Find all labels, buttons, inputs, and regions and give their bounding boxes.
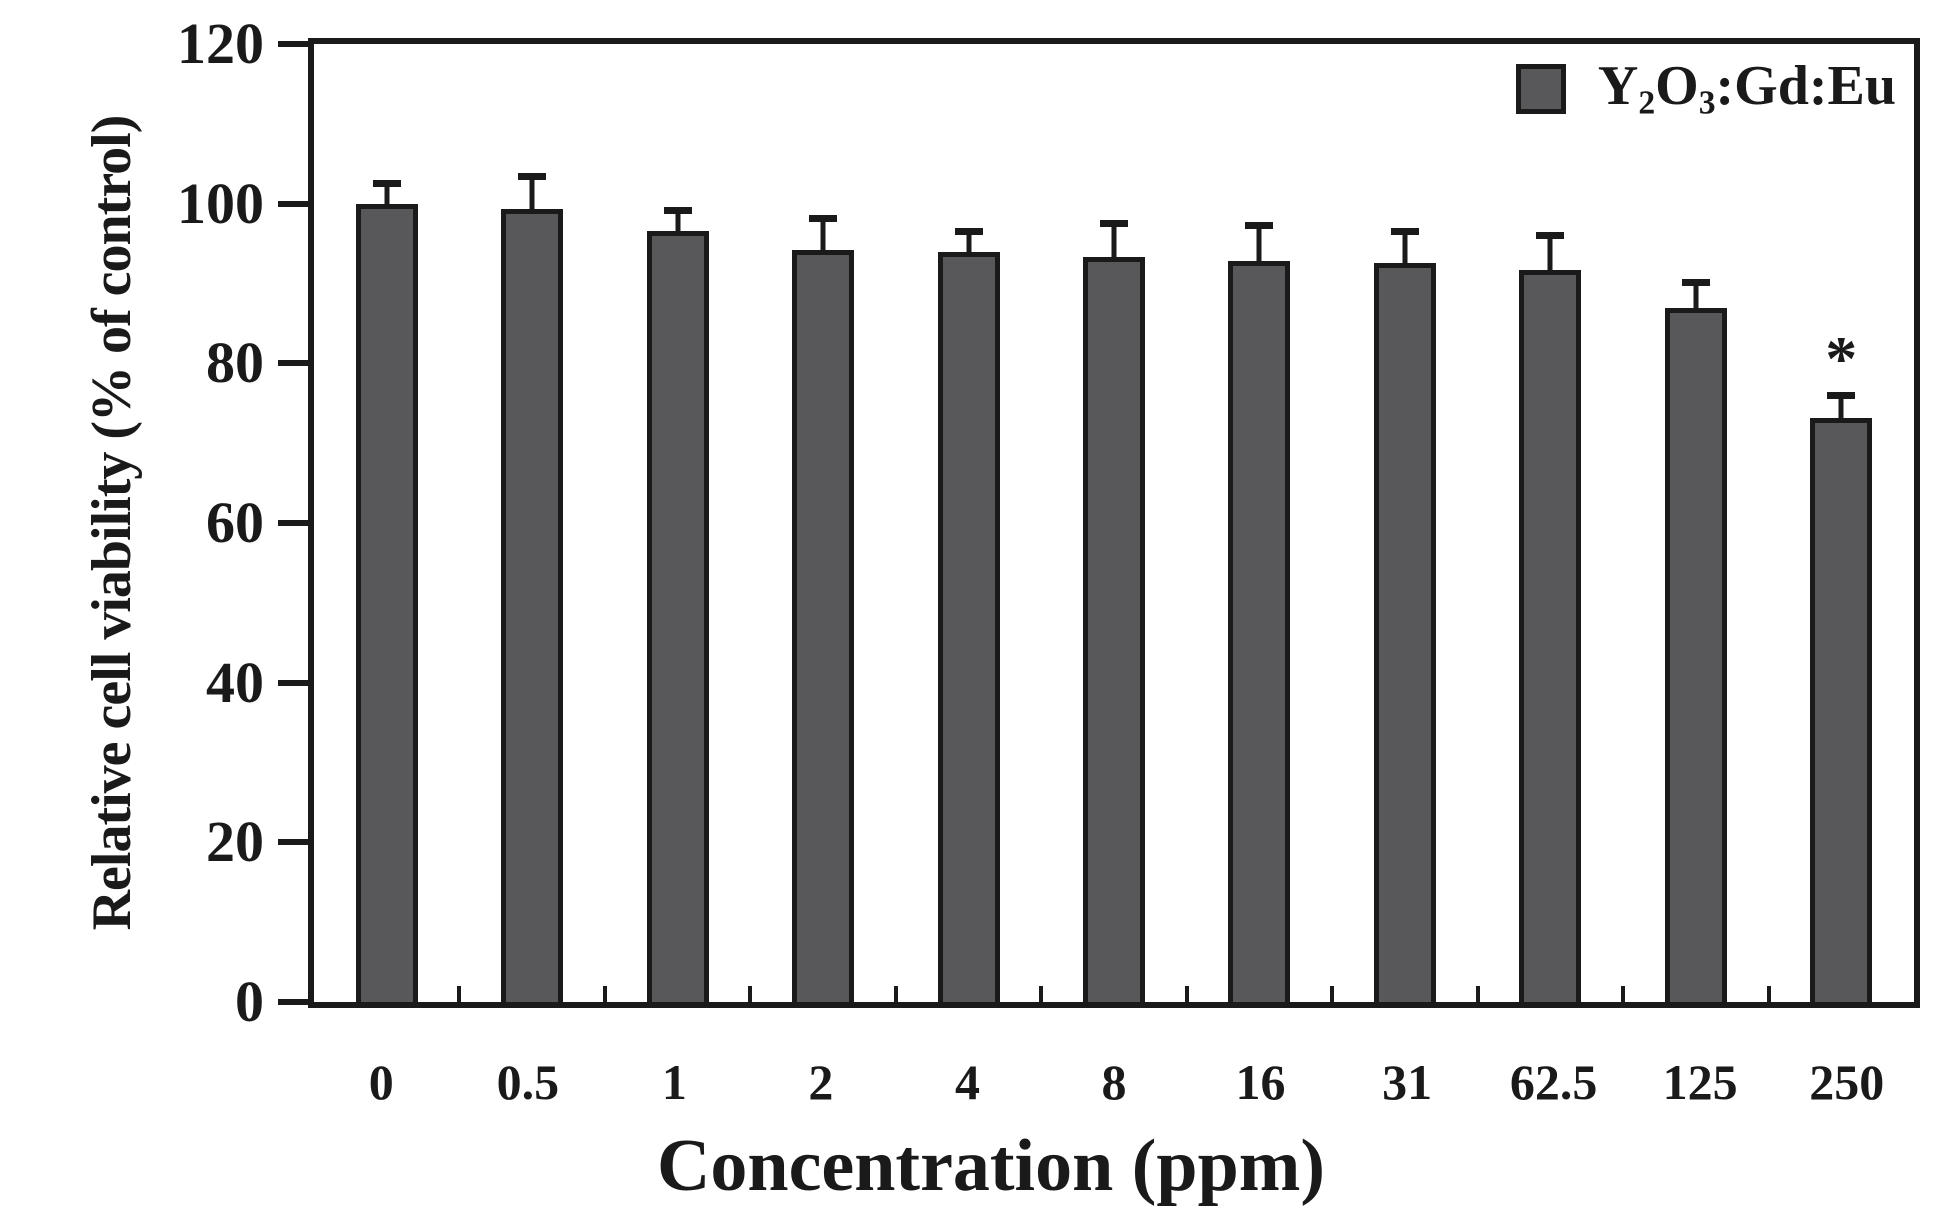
y-tick-label: 40 (206, 649, 264, 715)
y-tick (278, 200, 308, 207)
x-tick-label: 250 (1809, 1054, 1885, 1110)
error-bar-cap (518, 173, 547, 181)
x-tick-label: 0 (368, 1054, 394, 1110)
x-tick-label: 4 (954, 1054, 980, 1110)
x-tick (457, 986, 462, 1002)
error-bar-cap (1681, 278, 1710, 286)
x-axis-title: Concentration (ppm) (656, 1125, 1326, 1207)
bar (1228, 261, 1291, 1002)
bar (501, 209, 564, 1002)
bar-slot-62.5ppm (1478, 44, 1623, 1002)
y-tick (278, 520, 308, 526)
error-bar-stem (384, 180, 390, 204)
error-bar-cap (954, 228, 983, 236)
legend-label-subscript: 3 (1698, 84, 1716, 122)
error-bar-stem (1693, 279, 1699, 309)
legend-swatch (1515, 64, 1566, 114)
bar (792, 249, 855, 1002)
bar-slot-31ppm (1332, 44, 1477, 1002)
bar-slot-8ppm (1041, 44, 1186, 1002)
error-bar-stem (1547, 233, 1553, 270)
bar (355, 203, 418, 1002)
x-tick (748, 986, 753, 1002)
legend-label-text: O (1655, 55, 1699, 117)
x-tick-label: 1 (661, 1054, 687, 1110)
y-tick (278, 360, 308, 367)
error-bar-stem (966, 229, 972, 252)
x-tick-label: 0.5 (496, 1054, 560, 1110)
y-tick-label: 80 (206, 330, 264, 396)
bar (1664, 308, 1727, 1002)
bar-slot-16ppm (1187, 44, 1332, 1002)
x-tick-label: 125 (1662, 1054, 1738, 1110)
x-axis-ticks-layer (314, 44, 1914, 1002)
y-tick-label: 20 (206, 809, 264, 875)
x-tick (1039, 986, 1044, 1002)
x-tick-label: 62.5 (1509, 1054, 1598, 1110)
bar-slot-4ppm (896, 44, 1041, 1002)
y-tick (278, 41, 308, 47)
error-bar-cap (1099, 220, 1128, 228)
bar-slot-1ppm (605, 44, 750, 1002)
x-tick-label: 31 (1382, 1054, 1433, 1110)
error-bar-cap (663, 207, 692, 215)
bar (937, 251, 1000, 1002)
bar (1810, 418, 1873, 1002)
bar (1373, 262, 1436, 1002)
error-bar-stem (529, 174, 535, 210)
error-bar-stem (1838, 392, 1844, 419)
x-tick-label: 8 (1101, 1054, 1127, 1110)
bar-slot-2ppm (750, 44, 895, 1002)
legend: Y2O3:Gd:Eu (1515, 58, 1896, 120)
legend-label: Y2O3:Gd:Eu (1598, 58, 1896, 120)
y-tick (278, 839, 308, 846)
legend-label-subscript: 2 (1638, 84, 1656, 122)
bar (646, 230, 709, 1002)
x-tick (1621, 986, 1626, 1002)
bar-slot-125ppm (1623, 44, 1768, 1002)
y-tick-label: 60 (206, 490, 264, 555)
error-bar-stem (675, 208, 681, 231)
error-bar-stem (820, 215, 826, 250)
x-tick-label: 16 (1235, 1054, 1286, 1110)
bar-slot-0ppm (314, 44, 459, 1002)
error-bar-cap (1536, 232, 1565, 240)
y-axis-ticks-layer: 0 20 40 60 80 100 120 (177, 15, 1914, 1031)
bar (1082, 257, 1145, 1002)
x-axis-labels: 0 0.5 1 2 4 8 16 31 62.5 125 250 (308, 1052, 1920, 1122)
error-bar-cap (372, 179, 401, 187)
y-tick-label: 0 (235, 969, 264, 1034)
x-tick (1184, 986, 1189, 1002)
y-tick-label: 100 (177, 170, 264, 236)
x-tick (893, 986, 898, 1002)
error-bar-cap (1245, 221, 1274, 229)
legend-label-text: :Gd:Eu (1715, 55, 1897, 117)
bar-slot-0.5ppm (459, 44, 604, 1002)
x-tick (1766, 986, 1771, 1002)
bars-layer: * (314, 44, 1914, 1002)
y-tick (278, 679, 308, 686)
error-bar-stem (1111, 221, 1117, 258)
bar-slot-250ppm: * (1769, 44, 1914, 1002)
error-bar-stem (1256, 222, 1262, 262)
error-bar-cap (1390, 228, 1419, 236)
error-bar-cap (1827, 391, 1856, 399)
plot-area: 0 20 40 60 80 100 120 * Y2O3:Gd:Eu (177, 15, 1920, 1031)
error-bar-cap (809, 214, 838, 222)
x-tick (602, 986, 607, 1002)
x-tick (1330, 986, 1335, 1002)
legend-label-text: Y (1597, 55, 1639, 117)
y-tick-label: 120 (177, 11, 264, 76)
y-tick (278, 999, 308, 1005)
x-tick (1475, 986, 1480, 1002)
x-tick-label: 2 (808, 1054, 834, 1110)
error-bar-stem (1402, 229, 1408, 263)
bar (1519, 269, 1582, 1002)
